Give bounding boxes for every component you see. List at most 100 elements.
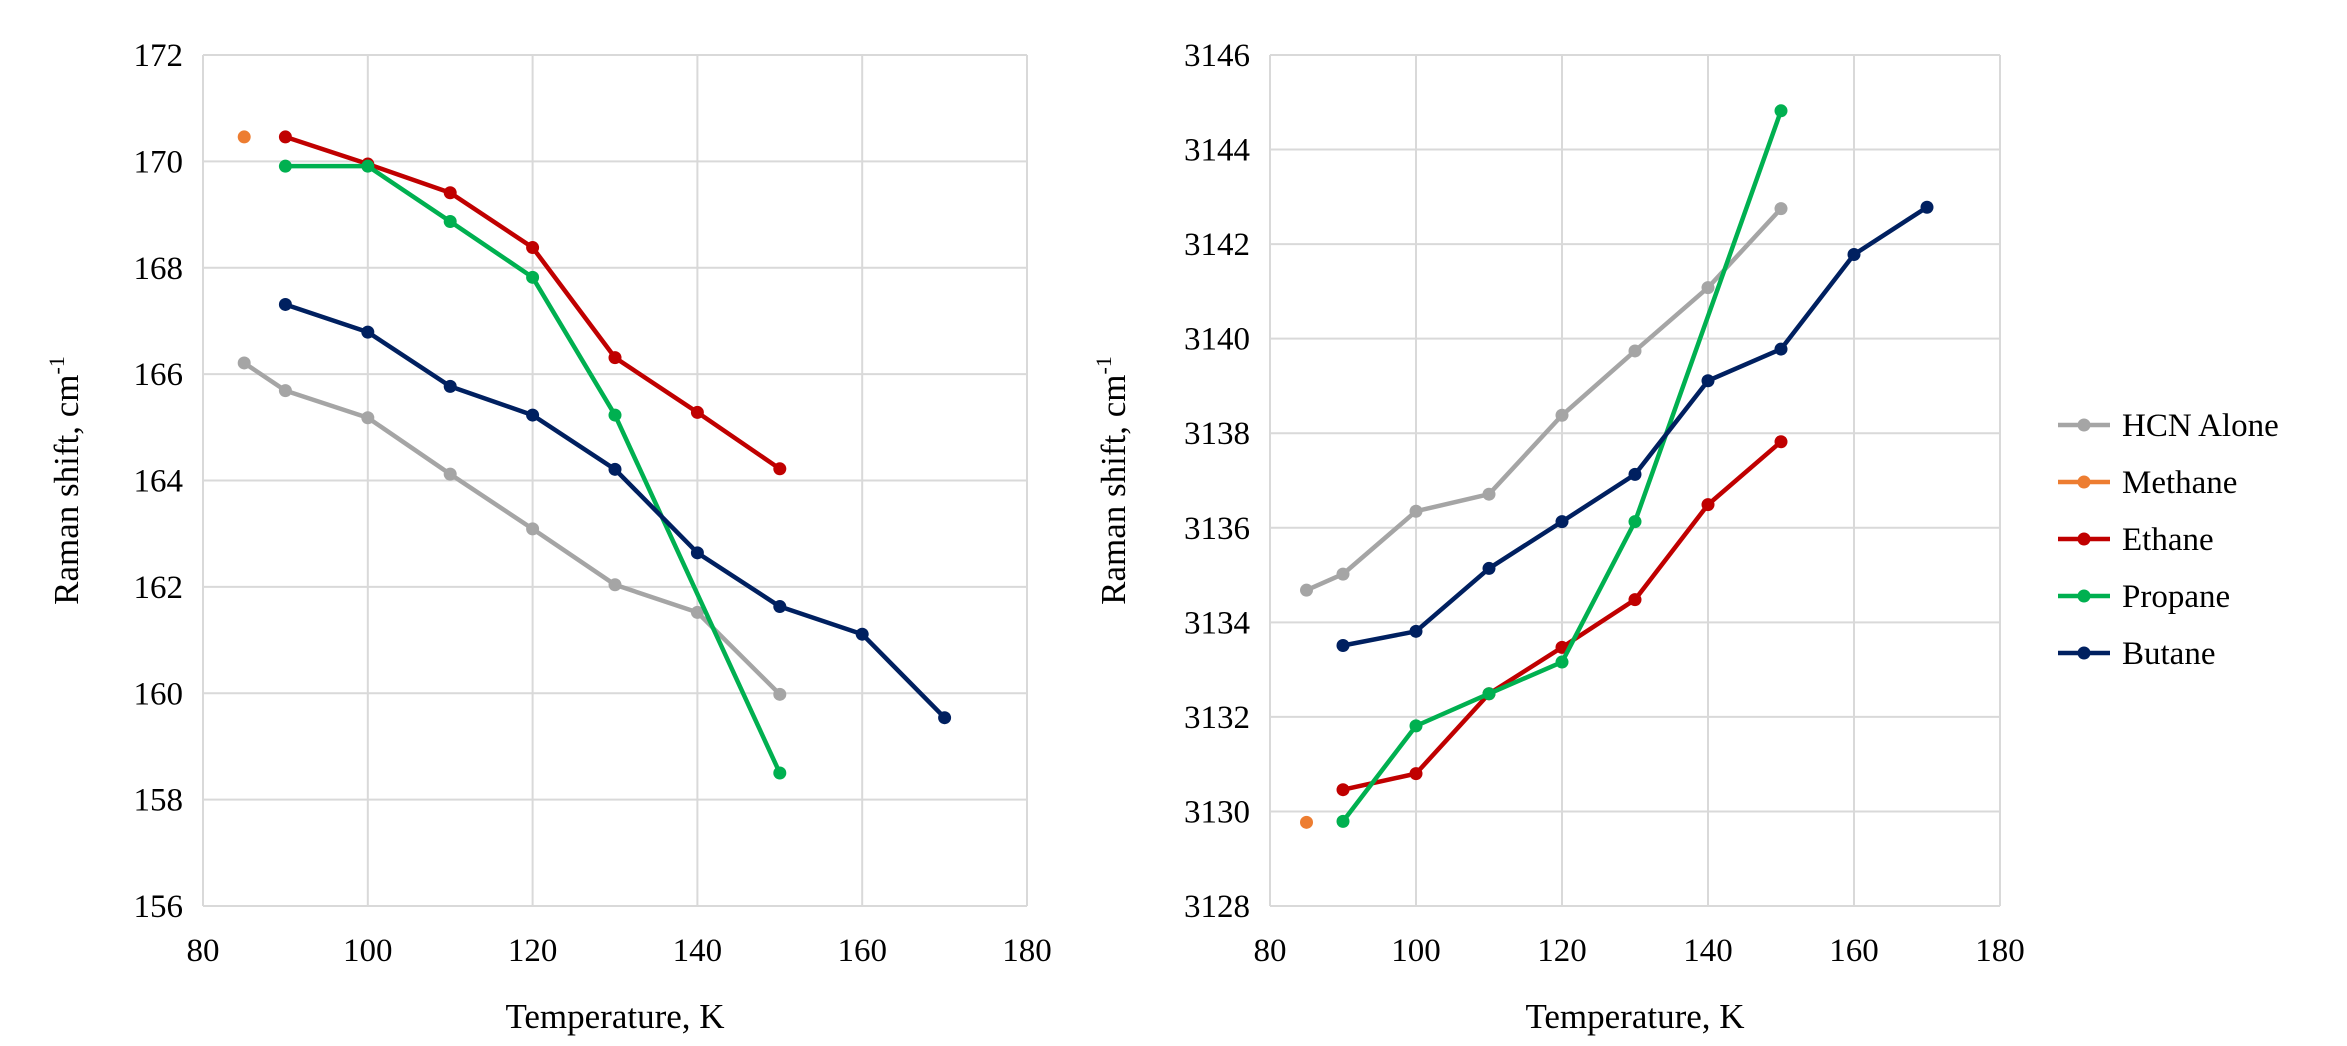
series-propane: [278, 159, 787, 780]
y-tick-label: 172: [134, 38, 184, 74]
data-point: [1409, 624, 1423, 638]
data-point: [1774, 104, 1788, 118]
data-point: [1628, 344, 1642, 358]
data-point: [1336, 638, 1350, 652]
series-methane: [1300, 815, 1313, 829]
data-point: [1628, 593, 1642, 607]
y-tick-label: 3128: [1184, 889, 1250, 925]
data-point: [1555, 640, 1569, 654]
series-hcn-alone: [1300, 202, 1788, 597]
y-tick-label: 3132: [1184, 700, 1250, 736]
data-point: [608, 578, 622, 592]
y-tick-label: 3138: [1184, 416, 1250, 452]
y-tick-label: 3134: [1184, 605, 1250, 641]
y-axis-label-superscript: -1: [1091, 356, 1116, 374]
chart-right: 3128 3130 3132 3134 3136 3138 3140 3142 3144 3146…: [1091, 38, 2025, 1036]
data-point: [278, 130, 292, 144]
data-point: [526, 241, 540, 255]
y-axis-label-superscript: -1: [44, 356, 69, 374]
y-tick-label: 158: [134, 783, 184, 819]
x-tick-label: 100: [1391, 933, 1441, 969]
y-axis-label: Raman shift, cm-1: [44, 356, 86, 605]
series-line: [242, 361, 782, 696]
data-point: [237, 130, 251, 144]
data-point: [608, 462, 622, 476]
data-point: [361, 159, 375, 173]
data-point: [1701, 281, 1715, 295]
chart-left: 156 158 160 162 164 166 168 170 172 80 100 120 140 16…: [44, 38, 1052, 1036]
y-tick-label: 3142: [1184, 227, 1250, 263]
data-point: [526, 408, 540, 422]
data-point: [1300, 583, 1313, 597]
legend-entry: Butane: [2058, 636, 2215, 672]
data-point: [1701, 374, 1715, 388]
y-tick-label: 166: [134, 357, 184, 393]
data-point: [1555, 515, 1569, 529]
data-point: [690, 546, 704, 560]
data-point: [690, 405, 704, 419]
data-point: [1628, 515, 1642, 529]
y-tick-label: 156: [134, 889, 184, 925]
data-point: [1336, 814, 1350, 828]
legend-marker: [2077, 475, 2091, 489]
data-point: [608, 408, 622, 422]
y-tick-label: 3146: [1184, 38, 1250, 74]
y-tick-label: 3140: [1184, 322, 1250, 358]
data-point: [1409, 719, 1423, 733]
data-point: [1300, 815, 1313, 829]
x-tick-label: 140: [1683, 933, 1733, 969]
series-line: [1305, 207, 1783, 593]
series-line: [284, 302, 947, 720]
x-tick-label: 120: [508, 933, 558, 969]
series-butane: [278, 297, 952, 725]
data-point: [773, 687, 787, 701]
y-axis-label-text: Raman shift, cm: [1094, 374, 1133, 604]
x-axis-label: Temperature, K: [1525, 997, 1744, 1036]
data-point: [773, 462, 787, 476]
legend-label: HCN Alone: [2122, 408, 2279, 444]
x-tick-label: 180: [1002, 933, 1052, 969]
y-tick-label: 170: [134, 144, 184, 180]
x-tick-label: 160: [1829, 933, 1879, 969]
legend: HCN Alone Methane Ethane Propane Butane: [2058, 408, 2279, 672]
y-tick-label: 160: [134, 676, 184, 712]
data-point: [938, 711, 952, 725]
data-point: [1847, 248, 1861, 262]
y-tick-label: 3130: [1184, 794, 1250, 830]
data-point: [855, 627, 869, 641]
legend-marker: [2077, 646, 2091, 660]
data-point: [773, 766, 787, 780]
legend-entry: HCN Alone: [2058, 408, 2279, 444]
x-tick-label: 80: [1254, 933, 1287, 969]
series-methane: [237, 130, 251, 144]
y-tick-label: 162: [134, 570, 184, 606]
series-butane: [1336, 200, 1934, 652]
data-point: [773, 600, 787, 614]
data-point: [1336, 783, 1350, 797]
legend-entry: Ethane: [2058, 522, 2214, 558]
legend-marker: [2077, 418, 2091, 432]
data-point: [1774, 342, 1788, 356]
series-propane: [1336, 104, 1788, 828]
legend-entry: Propane: [2058, 579, 2230, 615]
data-point: [1774, 435, 1788, 449]
data-point: [1555, 655, 1569, 669]
x-tick-label: 160: [837, 933, 887, 969]
data-point: [361, 411, 375, 425]
x-tick-label: 180: [1975, 933, 2025, 969]
data-point: [1482, 561, 1496, 575]
y-tick-label: 3136: [1184, 511, 1250, 547]
series-line: [1342, 205, 1929, 648]
data-point: [1774, 202, 1788, 216]
data-point: [1482, 487, 1496, 501]
y-axis-label-text: Raman shift, cm: [47, 374, 86, 604]
data-point: [526, 522, 540, 536]
y-axis-label: Raman shift, cm-1: [1091, 356, 1133, 605]
data-point: [1482, 687, 1496, 701]
legend-label: Ethane: [2122, 522, 2214, 558]
data-point: [278, 384, 292, 398]
data-point: [443, 467, 457, 481]
data-point: [443, 214, 457, 228]
series-hcn-alone: [237, 356, 787, 701]
series-line: [1341, 110, 1784, 823]
